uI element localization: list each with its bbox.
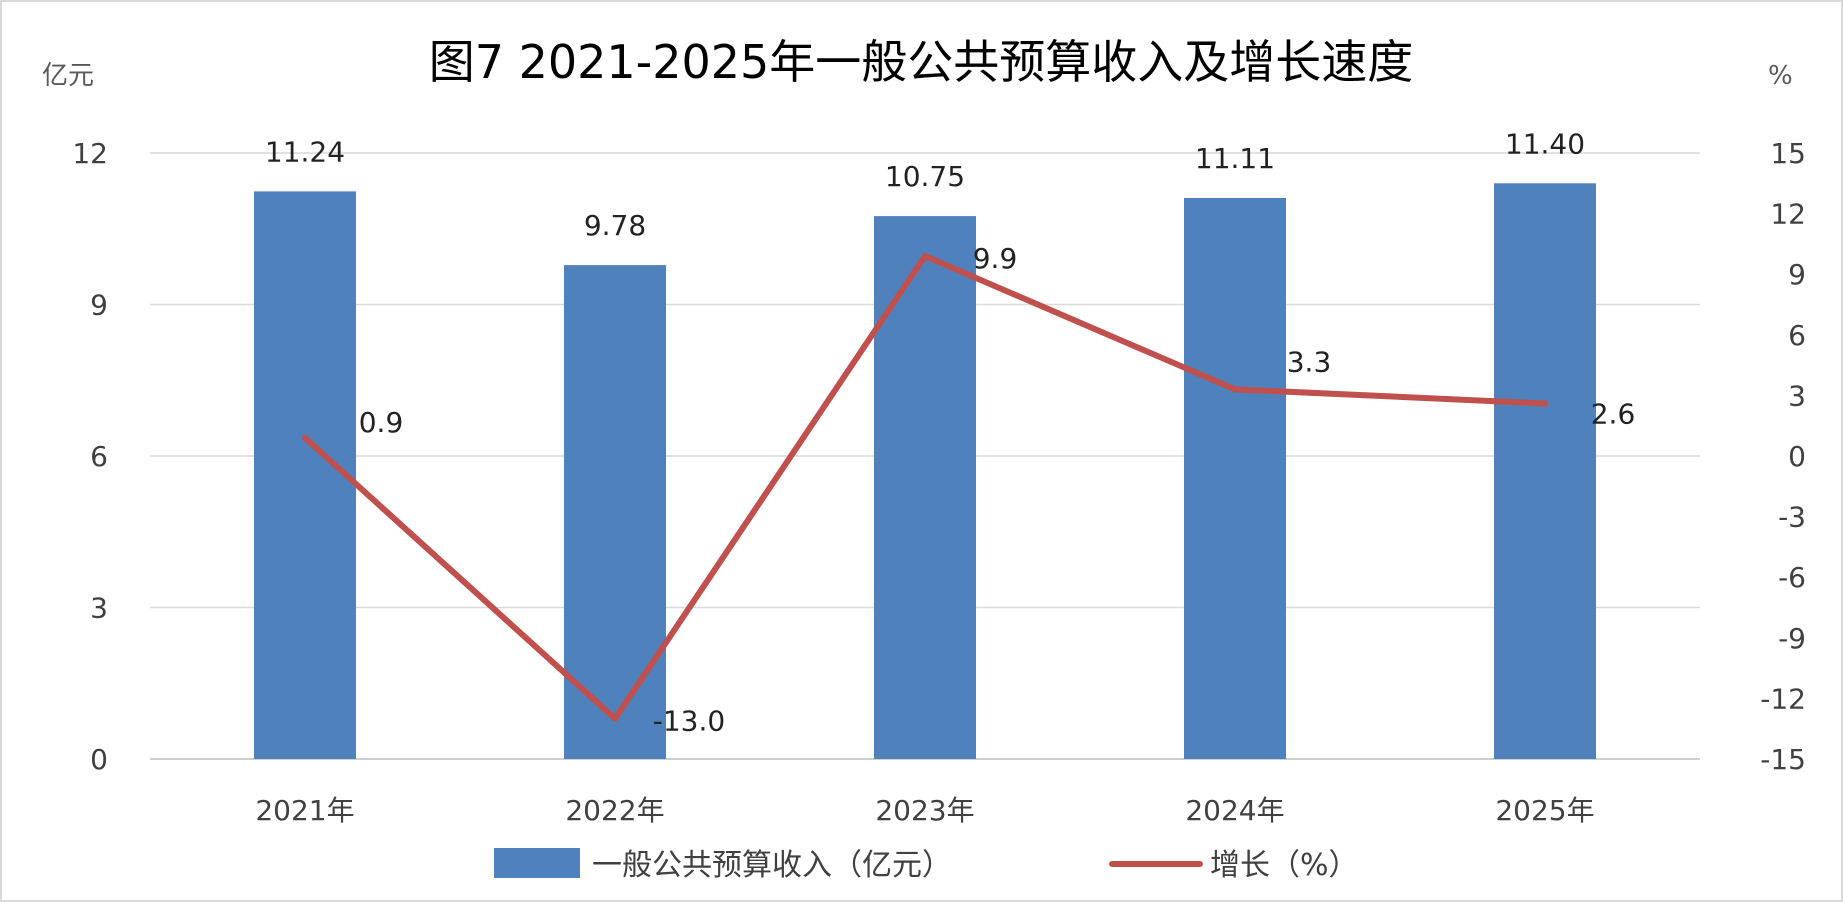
legend-line-label: 增长（%）: [1210, 848, 1359, 883]
bar-data-label: 11.24: [265, 135, 345, 168]
bar-data-label: 11.11: [1195, 142, 1275, 175]
right-tick-label: 12: [1770, 198, 1806, 231]
left-tick-label: 12: [72, 137, 108, 170]
line-data-label: 0.9: [359, 406, 404, 439]
bar: [874, 216, 976, 759]
bar: [1184, 197, 1286, 759]
bar: [254, 191, 356, 759]
left-axis-ticks: 0 3 6 9 12: [72, 137, 108, 776]
line-series: [302, 253, 1548, 722]
right-axis-unit: %: [1768, 61, 1793, 91]
left-tick-label: 9: [90, 289, 108, 322]
line-point: [1232, 386, 1238, 393]
right-tick-label: -15: [1760, 743, 1806, 776]
right-tick-label: 3: [1788, 379, 1806, 412]
legend-bar-swatch: [494, 848, 580, 878]
category-label: 2022年: [565, 794, 664, 827]
right-tick-label: -9: [1778, 622, 1806, 655]
bar: [564, 265, 666, 759]
line-point: [612, 715, 618, 722]
category-label: 2024年: [1185, 794, 1284, 827]
left-tick-label: 0: [90, 743, 108, 776]
line-data-label: -13.0: [653, 705, 725, 738]
left-axis-unit: 亿元: [42, 61, 94, 91]
bar-data-label: 10.75: [885, 160, 965, 193]
right-tick-label: 6: [1788, 319, 1806, 352]
category-label: 2025年: [1495, 794, 1594, 827]
bar-data-labels: 11.24 9.78 10.75 11.11 11.40: [265, 127, 1585, 242]
line-data-label: 2.6: [1591, 397, 1636, 430]
category-label: 2023年: [875, 794, 974, 827]
line-data-label: 3.3: [1287, 345, 1332, 378]
right-tick-label: 15: [1770, 137, 1806, 170]
left-tick-label: 3: [90, 592, 108, 625]
bar: [1494, 183, 1596, 760]
bar-data-label: 9.78: [584, 209, 646, 242]
right-tick-label: -6: [1778, 561, 1806, 594]
legend: 一般公共预算收入（亿元） 增长（%）: [494, 848, 1359, 883]
line-point: [1542, 400, 1548, 407]
right-tick-label: 0: [1788, 440, 1806, 473]
bar-data-label: 11.40: [1505, 127, 1585, 160]
category-label: 2021年: [255, 794, 354, 827]
bar-series: [254, 183, 1596, 760]
line-data-labels: 0.9 -13.0 9.9 3.3 2.6: [359, 242, 1636, 738]
category-labels: 2021年 2022年 2023年 2024年 2025年: [255, 794, 1594, 827]
left-tick-label: 6: [90, 440, 108, 473]
line-point: [302, 434, 308, 441]
line-data-label: 9.9: [973, 242, 1018, 275]
right-tick-label: -3: [1778, 501, 1806, 534]
legend-bar-label: 一般公共预算收入（亿元）: [592, 848, 952, 883]
right-tick-label: 9: [1788, 258, 1806, 291]
chart-title: 图7 2021-2025年一般公共预算收入及增长速度: [429, 35, 1414, 89]
right-axis-ticks: -15 -12 -9 -6 -3 0 3 6 9 12 15: [1760, 137, 1806, 776]
right-tick-label: -12: [1760, 682, 1806, 715]
line-point: [922, 253, 928, 260]
